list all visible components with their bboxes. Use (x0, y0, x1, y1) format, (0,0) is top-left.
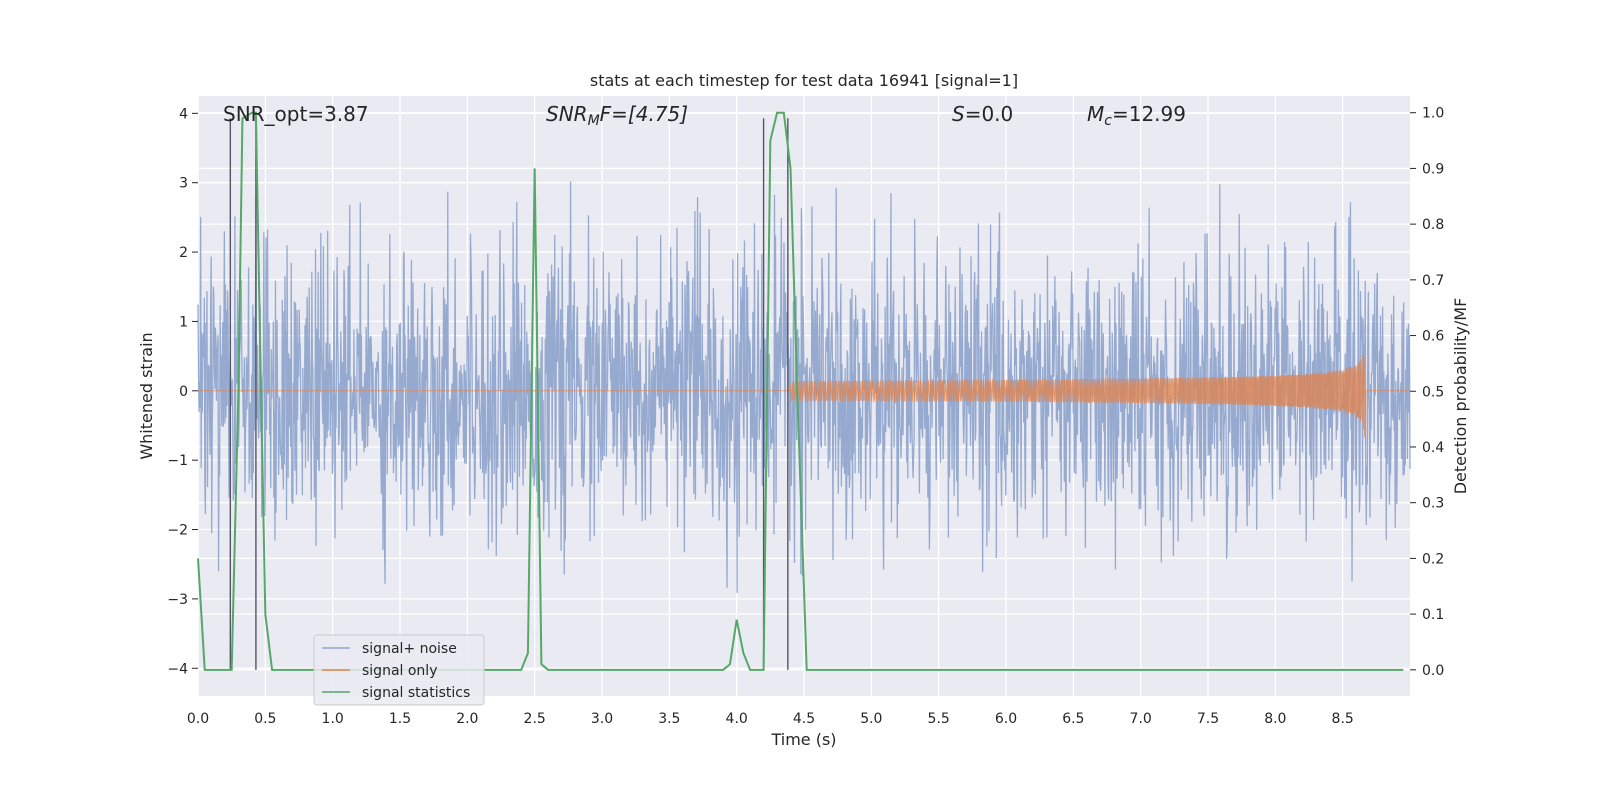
annotation-s-symbol: S (952, 102, 965, 126)
annotation-mc-subscript: c (1104, 113, 1112, 129)
chart-title: stats at each timestep for test data 169… (590, 71, 1018, 90)
x-axis-ticks: 0.0 0.5 1.0 1.5 2.0 2.5 3.0 3.5 4.0 4.5 5.0 5.5 6.0 6… (187, 711, 1354, 727)
x-tick-label-14: 7.0 (1130, 711, 1152, 727)
x-tick-label-9: 4.5 (793, 711, 815, 727)
y-right-tick-label-1: 0.9 (1422, 161, 1444, 177)
y-right-tick-label-0: 1.0 (1422, 106, 1444, 122)
annotation-s: S=0.0 (952, 102, 1013, 126)
y-tick-label-3: 1 (179, 314, 188, 330)
y-right-tick-label-4: 0.6 (1422, 329, 1444, 345)
annotation-snr-mf-subscript: M (588, 113, 600, 129)
x-tick-label-8: 4.0 (726, 711, 748, 727)
y-right-tick-label-7: 0.3 (1422, 496, 1444, 512)
x-tick-label-16: 8.0 (1264, 711, 1286, 727)
annotation-mc-value: =12.99 (1112, 102, 1186, 126)
y-tick-label-8: −4 (167, 661, 188, 677)
annotation-snr-mf-value: F=[4.75] (600, 102, 688, 126)
x-axis-label: Time (s) (770, 730, 836, 749)
vertical-markers (229, 118, 789, 670)
x-tick-label-13: 6.5 (1062, 711, 1084, 727)
legend-label-signal-statistics: signal statistics (362, 685, 470, 701)
y-right-tick-label-3: 0.7 (1422, 273, 1444, 289)
x-tick-label-5: 2.5 (524, 711, 546, 727)
noise-trace (197, 181, 1411, 593)
annotation-mc-symbol: M (1087, 102, 1104, 126)
x-tick-label-17: 8.5 (1332, 711, 1354, 727)
y-tick-label-6: −2 (167, 523, 188, 539)
series-signal-statistics (197, 111, 1404, 671)
right-axis-ticks: 1.0 0.9 0.8 0.7 0.6 0.5 0.4 0.3 0.2 0.1 0.0 (1410, 106, 1444, 679)
y-tick-label-0: 4 (179, 106, 188, 122)
y-tick-label-4: 0 (179, 384, 188, 400)
legend-label-signal-noise: signal+ noise (362, 641, 457, 657)
y-tick-label-5: −1 (167, 453, 188, 469)
y-right-tick-label-10: 0.0 (1422, 663, 1444, 679)
x-tick-label-3: 1.5 (389, 711, 411, 727)
series-signal-noise (197, 181, 1411, 593)
x-tick-label-15: 7.5 (1197, 711, 1219, 727)
y-right-tick-label-5: 0.5 (1422, 384, 1444, 400)
annotation-mc: Mc=12.99 (1087, 102, 1186, 129)
y-right-tick-label-8: 0.2 (1422, 551, 1444, 567)
legend-label-signal-only: signal only (362, 663, 437, 679)
x-tick-label-4: 2.0 (456, 711, 478, 727)
x-tick-label-11: 5.5 (928, 711, 950, 727)
left-axis-ticks: 4 3 2 1 0 −1 −2 −3 −4 (167, 106, 198, 677)
y-tick-label-2: 2 (179, 245, 188, 261)
x-tick-label-7: 3.5 (658, 711, 680, 727)
x-tick-label-1: 0.5 (254, 711, 276, 727)
y-right-tick-label-9: 0.1 (1422, 607, 1444, 623)
annotation-snr-mf-symbol: SNR (546, 102, 588, 126)
legend-box (313, 634, 485, 706)
y-right-tick-label-2: 0.8 (1422, 217, 1444, 233)
annotation-snr-opt: SNR_opt=3.87 (223, 102, 369, 126)
x-tick-label-10: 5.0 (860, 711, 882, 727)
signal-only-trace (198, 354, 1410, 438)
y-tick-label-7: −3 (167, 592, 188, 608)
series-signal-only (198, 354, 1410, 438)
y-right-axis-label: Detection probability/MF (1451, 298, 1470, 495)
x-tick-label-0: 0.0 (187, 711, 209, 727)
x-tick-label-2: 1.0 (322, 711, 344, 727)
annotation-s-value: =0.0 (965, 102, 1014, 126)
y-axis-label: Whitened strain (137, 332, 156, 459)
signal-statistics-line (197, 111, 1404, 671)
y-tick-label-1: 3 (179, 176, 188, 192)
annotation-snr-mf: SNRMF=[4.75] (546, 102, 688, 129)
y-right-tick-label-6: 0.4 (1422, 440, 1444, 456)
x-tick-label-6: 3.0 (591, 711, 613, 727)
x-tick-label-12: 6.0 (995, 711, 1017, 727)
legend: signal+ noise signal only signal statist… (313, 634, 485, 706)
